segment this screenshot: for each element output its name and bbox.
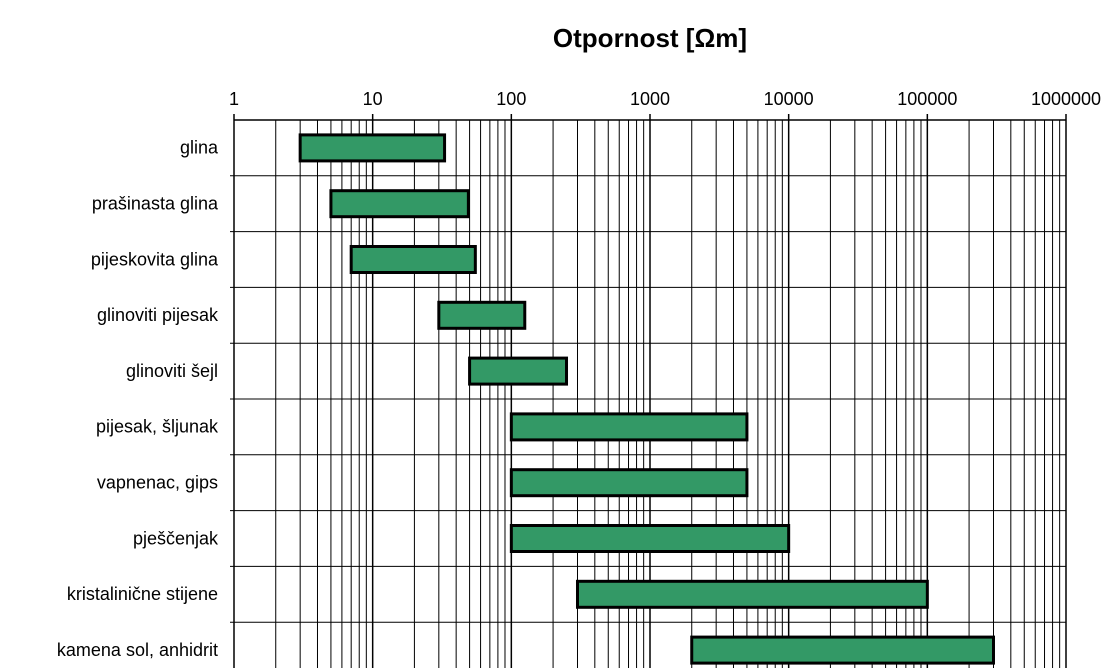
y-tick-label: pijeskovita glina	[91, 249, 219, 269]
x-tick-label: 1	[229, 89, 239, 109]
bar	[437, 300, 527, 330]
x-tick-label: 1000	[630, 89, 670, 109]
y-tick-label: kamena sol, anhidrit	[57, 640, 218, 660]
y-tick-label: kristalinične stijene	[67, 584, 218, 604]
x-tick-label: 100	[496, 89, 526, 109]
y-tick-label: glinoviti pijesak	[97, 305, 219, 325]
bar	[509, 412, 749, 442]
bar	[349, 245, 477, 274]
x-tick-label: 10000	[764, 89, 814, 109]
bar	[690, 635, 995, 665]
y-tick-label: pješčenjak	[133, 528, 219, 548]
bar	[298, 133, 447, 163]
bar	[509, 524, 791, 553]
y-tick-label: vapnenac, gips	[97, 472, 218, 492]
bar	[468, 356, 569, 386]
x-tick-label: 100000	[897, 89, 957, 109]
bar	[329, 189, 470, 219]
y-tick-label: pijesak, šljunak	[96, 417, 219, 437]
y-tick-label: prašinasta glina	[92, 193, 219, 213]
y-tick-label: glina	[180, 138, 219, 158]
bar	[575, 579, 929, 609]
chart-title: Otpornost [Ωm]	[553, 23, 747, 53]
x-tick-label: 10	[363, 89, 383, 109]
y-tick-label: glinoviti šejl	[126, 361, 218, 381]
x-tick-label: 1000000	[1031, 89, 1101, 109]
bar	[509, 468, 749, 498]
